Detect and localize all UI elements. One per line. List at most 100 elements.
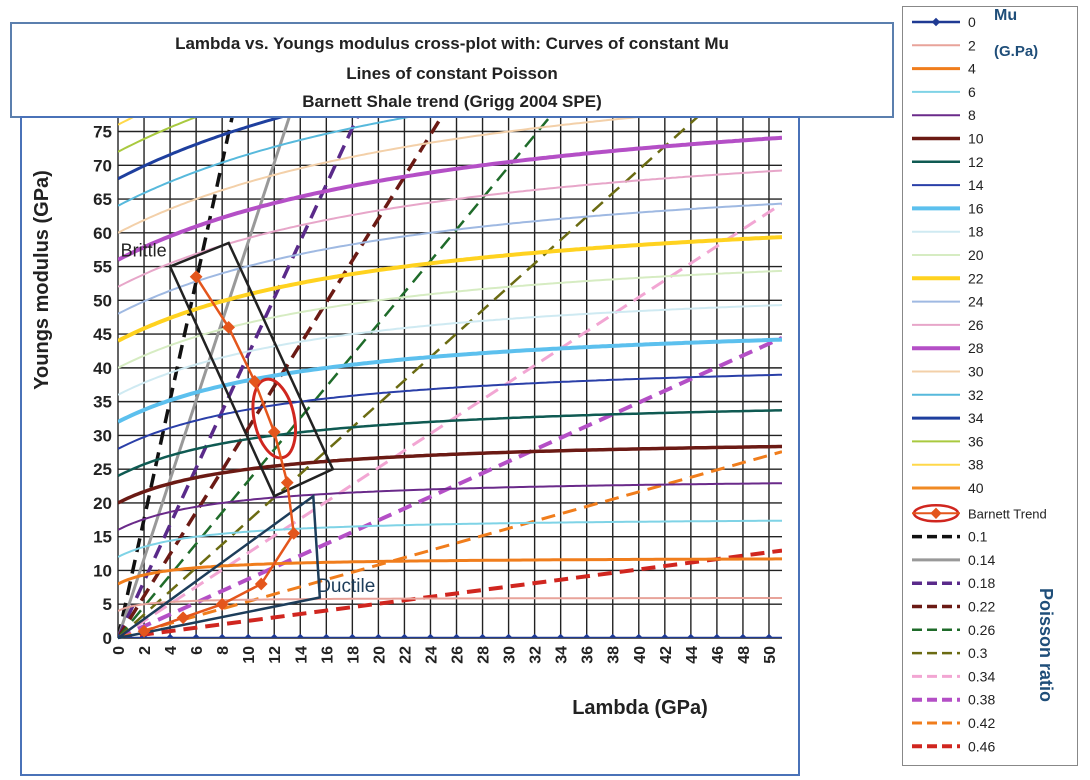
x-tick-label: 10 <box>241 646 258 664</box>
x-tick-label: 40 <box>632 646 649 664</box>
y-tick-label: 35 <box>93 393 112 412</box>
legend-label-mu-12: 12 <box>968 154 984 170</box>
legend-label-poisson-0.3: 0.3 <box>968 645 988 661</box>
mu-curve-26 <box>118 169 782 288</box>
brittle-label: Brittle <box>121 240 167 260</box>
x-axis-label: Lambda (GPa) <box>572 697 708 719</box>
legend-label-mu-22: 22 <box>968 270 984 286</box>
legend-label-poisson-0.18: 0.18 <box>968 575 995 591</box>
legend-label-mu-26: 26 <box>968 317 984 333</box>
poisson-line-0.14 <box>118 118 291 638</box>
mu-curve-4 <box>118 557 782 586</box>
y-tick-label: 25 <box>93 460 112 479</box>
poisson-line-0.46 <box>118 548 782 638</box>
poisson-legend-title: Poisson ratio <box>1036 588 1056 702</box>
legend-label-mu-16: 16 <box>968 200 984 216</box>
barnett-trend-point <box>222 320 236 334</box>
x-tick-label: 34 <box>554 646 571 664</box>
y-tick-label: 60 <box>93 224 112 243</box>
mu-0-marker <box>712 633 722 638</box>
mu-0-marker <box>608 633 617 638</box>
legend-label-mu-32: 32 <box>968 387 984 403</box>
mu-0-marker <box>269 633 279 638</box>
chart-title-box: Lambda vs. Youngs modulus cross-plot wit… <box>10 22 894 118</box>
mu-curve-14 <box>118 373 782 450</box>
legend-label-mu-0: 0 <box>968 14 976 30</box>
legend-label-mu-2: 2 <box>968 37 976 53</box>
y-tick-label: 70 <box>93 156 112 175</box>
x-tick-label: 6 <box>189 646 206 655</box>
mu-curve-38 <box>118 118 134 126</box>
mu-curve-12 <box>118 409 782 478</box>
mu-0-marker <box>634 633 644 638</box>
mu-0-marker <box>322 633 331 638</box>
y-tick-label: 40 <box>93 359 112 378</box>
poisson-line-0.26 <box>118 118 551 638</box>
legend-label-mu-38: 38 <box>968 457 984 473</box>
poisson-lines-layer <box>118 118 782 638</box>
mu-0-marker <box>504 633 513 638</box>
mu-0-marker <box>165 633 175 638</box>
poisson-line-0.3 <box>118 118 699 638</box>
brittle-box <box>168 241 335 498</box>
legend-label-poisson-0.38: 0.38 <box>968 692 995 708</box>
legend-label-mu-28: 28 <box>968 340 984 356</box>
legend-label-poisson-0.26: 0.26 <box>968 622 995 638</box>
poisson-line-0.1 <box>118 118 234 638</box>
legend-label-mu-20: 20 <box>968 247 984 263</box>
mu-0-marker <box>556 633 565 638</box>
x-tick-label: 2 <box>137 646 154 655</box>
legend-label-mu-36: 36 <box>968 433 984 449</box>
mu-0-marker <box>452 633 461 638</box>
x-tick-label: 50 <box>762 646 779 664</box>
y-tick-label: 55 <box>93 258 112 277</box>
mu-curve-34 <box>118 118 284 181</box>
barnett-trend-point <box>254 577 268 591</box>
legend-label-mu-18: 18 <box>968 224 984 240</box>
x-tick-label: 4 <box>163 646 180 655</box>
barnett-trend-line <box>143 276 296 633</box>
mu-legend-title: Mu <box>994 7 1017 24</box>
mu-0-marker <box>296 633 305 638</box>
mu-0-marker <box>530 633 539 638</box>
legend-label-poisson-0.46: 0.46 <box>968 738 995 754</box>
y-tick-label: 10 <box>93 561 112 580</box>
mu-curve-40 <box>118 0 782 98</box>
x-tick-label: 36 <box>580 646 597 664</box>
legend-label-barnett: Barnett Trend <box>968 506 1047 521</box>
x-tick-label: 44 <box>684 646 701 664</box>
mu-curve-24 <box>118 202 782 315</box>
ductile-label: Ductile <box>317 576 375 597</box>
mu-0-marker <box>191 633 201 638</box>
y-tick-label: 20 <box>93 494 112 513</box>
mu-0-marker <box>660 633 670 638</box>
barnett-trend-layer <box>137 270 301 638</box>
chart-title: Lambda vs. Youngs modulus cross-plot wit… <box>175 34 729 53</box>
mu-legend-unit: (G.Pa) <box>994 43 1038 60</box>
x-tick-label: 48 <box>736 646 753 664</box>
y-tick-label: 75 <box>93 123 112 142</box>
mu-curve-16 <box>118 337 782 424</box>
y-tick-label: 5 <box>103 595 112 614</box>
plot-frame <box>20 116 800 776</box>
axis-layer: 0 2 4 6 8 10 12 14 16 18 20 22 24 26 28 30 32 34 36 38 40 42 4… <box>31 123 779 719</box>
poisson-line-0.18 <box>118 118 359 638</box>
mu-curve-20 <box>118 269 782 369</box>
legend-label-poisson-0.42: 0.42 <box>968 715 995 731</box>
x-tick-label: 8 <box>215 646 232 655</box>
mu-curve-22 <box>118 235 782 343</box>
mu-curve-6 <box>118 519 782 558</box>
y-tick-label: 15 <box>93 528 112 547</box>
x-tick-label: 32 <box>528 646 545 664</box>
mu-0-marker <box>738 633 748 638</box>
y-tick-label: 50 <box>93 291 112 310</box>
mu-curve-18 <box>118 304 782 396</box>
legend-label-mu-14: 14 <box>968 177 984 193</box>
x-tick-label: 46 <box>710 646 727 664</box>
legend-label-mu-24: 24 <box>968 294 984 310</box>
legend-label-mu-8: 8 <box>968 107 976 123</box>
legend-label-poisson-0.14: 0.14 <box>968 552 995 568</box>
legend-label-mu-40: 40 <box>968 480 984 496</box>
chart-subtitle-poisson: Lines of constant Poisson <box>346 64 558 83</box>
